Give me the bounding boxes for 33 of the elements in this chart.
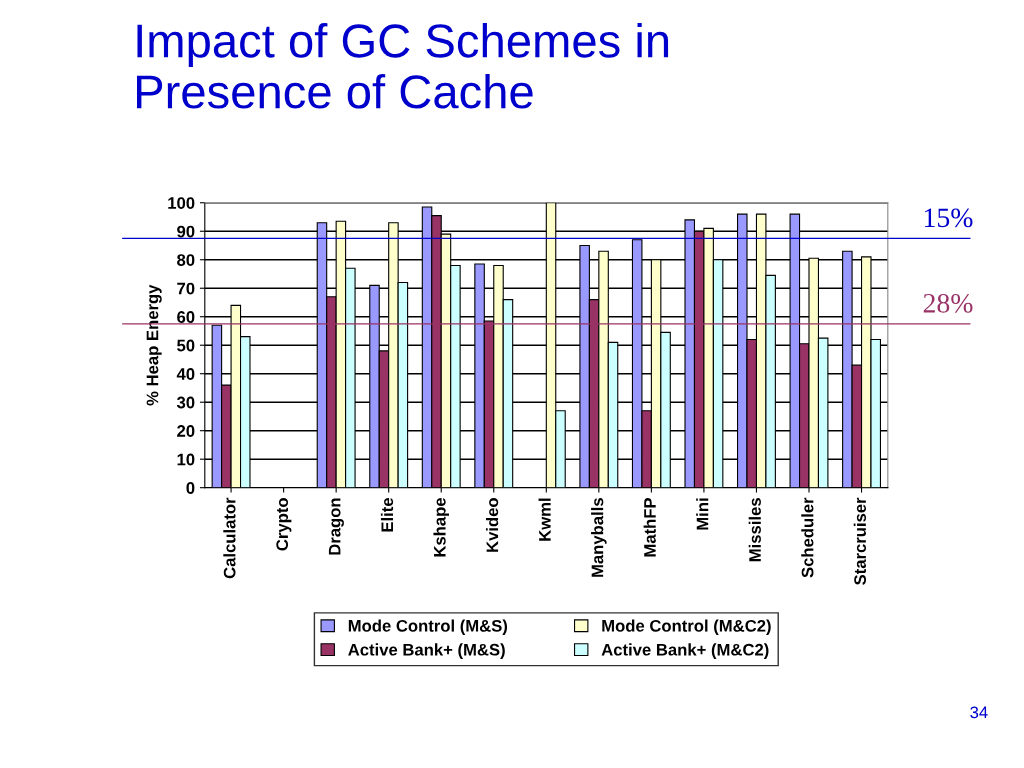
y-tick-label: 30 [176, 396, 195, 409]
x-tick-label: Manyballs [591, 498, 607, 577]
x-tick-label: MathFP [643, 497, 656, 557]
y-tick-label: 50 [177, 339, 195, 352]
legend-label: Active Bank+ (M&C2) [601, 643, 769, 659]
y-tick-label: 60 [177, 311, 195, 323]
x-tick-label: Dragon [328, 498, 344, 555]
x-tick-label: Kwml [538, 498, 551, 541]
x-tick-label: Scheduler [801, 497, 814, 578]
x-tick-label: Mini [696, 498, 709, 530]
legend-label: Active Bank+ (M&S) [348, 643, 505, 659]
legend-label: Mode Control (M&S) [348, 619, 508, 636]
x-tick-label: Missiles [748, 498, 761, 562]
annotation: 15% [924, 208, 973, 228]
y-tick-label: 100 [168, 197, 195, 209]
y-tick-label: 40 [176, 368, 195, 380]
legend-label: Mode Control (M&C2) [602, 619, 771, 636]
chart-title: Impact of GC Schemes in Presence of Cache [136, 23, 669, 109]
text: 34 [970, 706, 988, 719]
x-tick-label: Crypto [276, 498, 292, 551]
x-tick-label: Kshape [433, 497, 449, 557]
y-axis-title: % Heap Energy [146, 284, 162, 406]
y-tick-label: 20 [177, 425, 195, 437]
x-tick-label: Calculator [223, 497, 236, 579]
x-tick-label: Starcruiser [853, 497, 867, 585]
y-tick-label: 10 [177, 453, 195, 466]
x-tick-label: Elite [380, 497, 394, 532]
annotation: 28% [923, 293, 973, 313]
y-tick-label: 70 [177, 282, 195, 295]
x-tick-label: Kvideo [486, 498, 499, 552]
y-tick-label: 0 [186, 482, 195, 494]
y-tick-label: 80 [177, 254, 195, 266]
y-tick-label: 90 [177, 225, 195, 238]
